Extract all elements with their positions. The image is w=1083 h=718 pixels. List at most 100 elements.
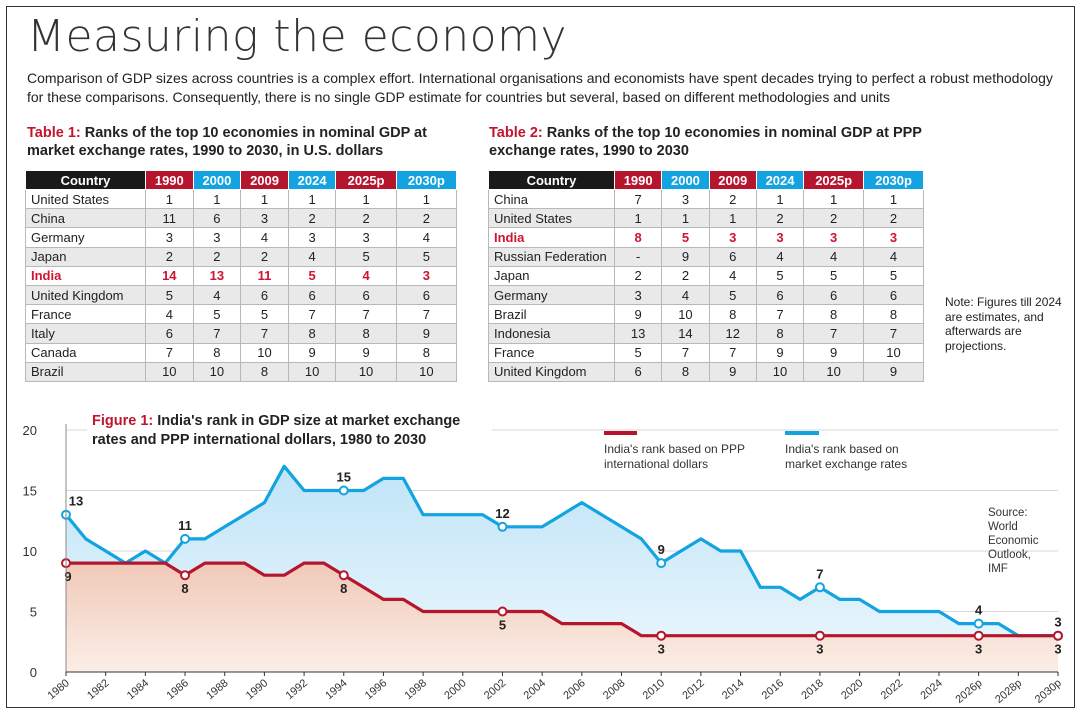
rank-cell: 4 [240, 227, 289, 248]
table-row: China 11 6 3 2 2 2 [25, 208, 458, 229]
mer-point-marker [973, 618, 984, 629]
country-cell: Germany [25, 227, 146, 248]
rank-cell: 4 [755, 246, 805, 267]
rank-cell: 10 [803, 361, 865, 382]
rank-cell: 2 [192, 246, 242, 267]
x-tick-label: 2024 [918, 677, 944, 702]
x-tick-label: 2030p [1033, 677, 1064, 706]
rank-cell: 11 [240, 265, 289, 286]
rank-cell: 5 [708, 284, 757, 306]
rank-cell: 5 [145, 284, 194, 306]
rank-cell: 1 [287, 188, 337, 210]
country-cell: China [25, 208, 146, 229]
rank-cell: 2 [803, 208, 865, 229]
figure1-chart: 13 11 15 12 9 7 4 3 9 8 8 5 3 3 3 3 0 5 10 15 20 1980 1982 198… [7, 383, 1074, 707]
rank-cell: 6 [755, 284, 805, 306]
rank-cell: 7 [192, 323, 242, 344]
page-title: Measuring the economy [27, 11, 567, 62]
country-cell: Germany [488, 284, 615, 306]
rank-cell: 6 [803, 284, 865, 306]
ppp-point-marker [497, 606, 508, 617]
rank-cell: 2 [335, 208, 397, 229]
rank-cell: 10 [240, 342, 289, 363]
rank-cell: 7 [708, 342, 757, 363]
country-cell: China [488, 188, 615, 210]
x-tick-label: 2012 [680, 677, 706, 702]
rank-cell: 6 [192, 208, 242, 229]
rank-cell: 10 [863, 342, 924, 363]
rank-cell: 8 [613, 227, 663, 248]
table2-header-2030p: 2030p [863, 170, 924, 190]
table2-header-2009: 2009 [708, 170, 757, 190]
rank-cell: 1 [335, 188, 397, 210]
table1-caption: Table 1: Ranks of the top 10 economies i… [27, 124, 467, 160]
rank-cell: 13 [192, 265, 242, 286]
rank-cell: 10 [192, 361, 242, 382]
rank-cell: 8 [240, 361, 289, 382]
rank-cell: 10 [755, 361, 805, 382]
country-cell: Brazil [25, 361, 146, 382]
rank-cell: 8 [755, 323, 805, 344]
table-row: United States 1 1 1 1 1 1 [25, 188, 458, 210]
rank-cell: 1 [240, 188, 289, 210]
rank-cell: 10 [145, 361, 194, 382]
rank-cell: 2 [395, 208, 458, 229]
table2-header-1990: 1990 [613, 170, 663, 190]
rank-cell: 1 [192, 188, 242, 210]
x-tick-label: 1982 [85, 677, 111, 702]
rank-cell: 14 [661, 323, 710, 344]
table-row: China 7 3 2 1 1 1 [488, 188, 924, 210]
rank-cell: 3 [192, 227, 242, 248]
rank-cell: 3 [863, 227, 924, 248]
table-row: Indonesia 13 14 12 8 7 7 [488, 323, 924, 344]
ppp-line [66, 561, 1058, 638]
rank-cell: 5 [661, 227, 710, 248]
rank-cell: 4 [192, 284, 242, 306]
rank-cell: 9 [395, 323, 458, 344]
country-cell: United Kingdom [25, 284, 146, 306]
rank-cell: 2 [145, 246, 194, 267]
x-tick-label: 2026p [953, 677, 984, 706]
x-tick-label: 1998 [403, 677, 429, 702]
rank-cell: 1 [803, 188, 865, 210]
x-tick-label: 1994 [323, 677, 349, 702]
ppp-data-label: 8 [181, 581, 188, 596]
rank-cell: 3 [395, 265, 458, 286]
country-cell: Japan [25, 246, 146, 267]
table-row: Italy 6 7 7 8 8 9 [25, 323, 458, 344]
x-tick-label: 1980 [45, 677, 71, 702]
rank-cell: 8 [335, 323, 397, 344]
table-row: India 14 13 11 5 4 3 [25, 265, 458, 286]
x-tick-label: 1986 [164, 677, 190, 702]
rank-cell: 3 [287, 227, 337, 248]
legend-mer-label: India's rank based on market exchange rat… [785, 442, 907, 471]
x-tick-label: 2006 [561, 677, 587, 702]
table-row: Brazil 9 10 8 7 8 8 [488, 304, 924, 325]
table2: Country 1990 2000 2009 2024 2025p 2030p China 7… [488, 170, 924, 382]
mer-point-marker [814, 582, 825, 593]
legend-ppp-label: India's rank based on PPP international d… [604, 442, 745, 471]
table1-header-2025p: 2025p [335, 170, 397, 190]
table-row: Russian Federation -9 6 4 4 4 [488, 246, 924, 267]
x-tick-label: 2004 [522, 677, 548, 702]
rank-cell: 10 [395, 361, 458, 382]
rank-cell: 5 [863, 265, 924, 286]
table1-header-2024: 2024 [287, 170, 337, 190]
table-row: Japan 2 2 2 4 5 5 [25, 246, 458, 267]
table1-label: Table 1: [27, 125, 81, 141]
rank-cell: 8 [192, 342, 242, 363]
table2-caption: Table 2: Ranks of the top 10 economies i… [489, 124, 929, 160]
country-cell: United States [25, 188, 146, 210]
rank-cell: 9 [335, 342, 397, 363]
rank-cell: 2 [708, 188, 757, 210]
table1-header-2009: 2009 [240, 170, 289, 190]
ppp-point-marker [814, 630, 825, 641]
table-row: United Kingdom 6 8 9 10 10 9 [488, 361, 924, 382]
figure-title: Figure 1: India's rank in GDP size at ma… [92, 413, 464, 448]
rank-cell: 6 [395, 284, 458, 306]
country-cell: Indonesia [488, 323, 615, 344]
ppp-data-label: 3 [975, 642, 982, 657]
table2-header-2000: 2000 [661, 170, 710, 190]
country-cell: Italy [25, 323, 146, 344]
rank-cell: 7 [240, 323, 289, 344]
